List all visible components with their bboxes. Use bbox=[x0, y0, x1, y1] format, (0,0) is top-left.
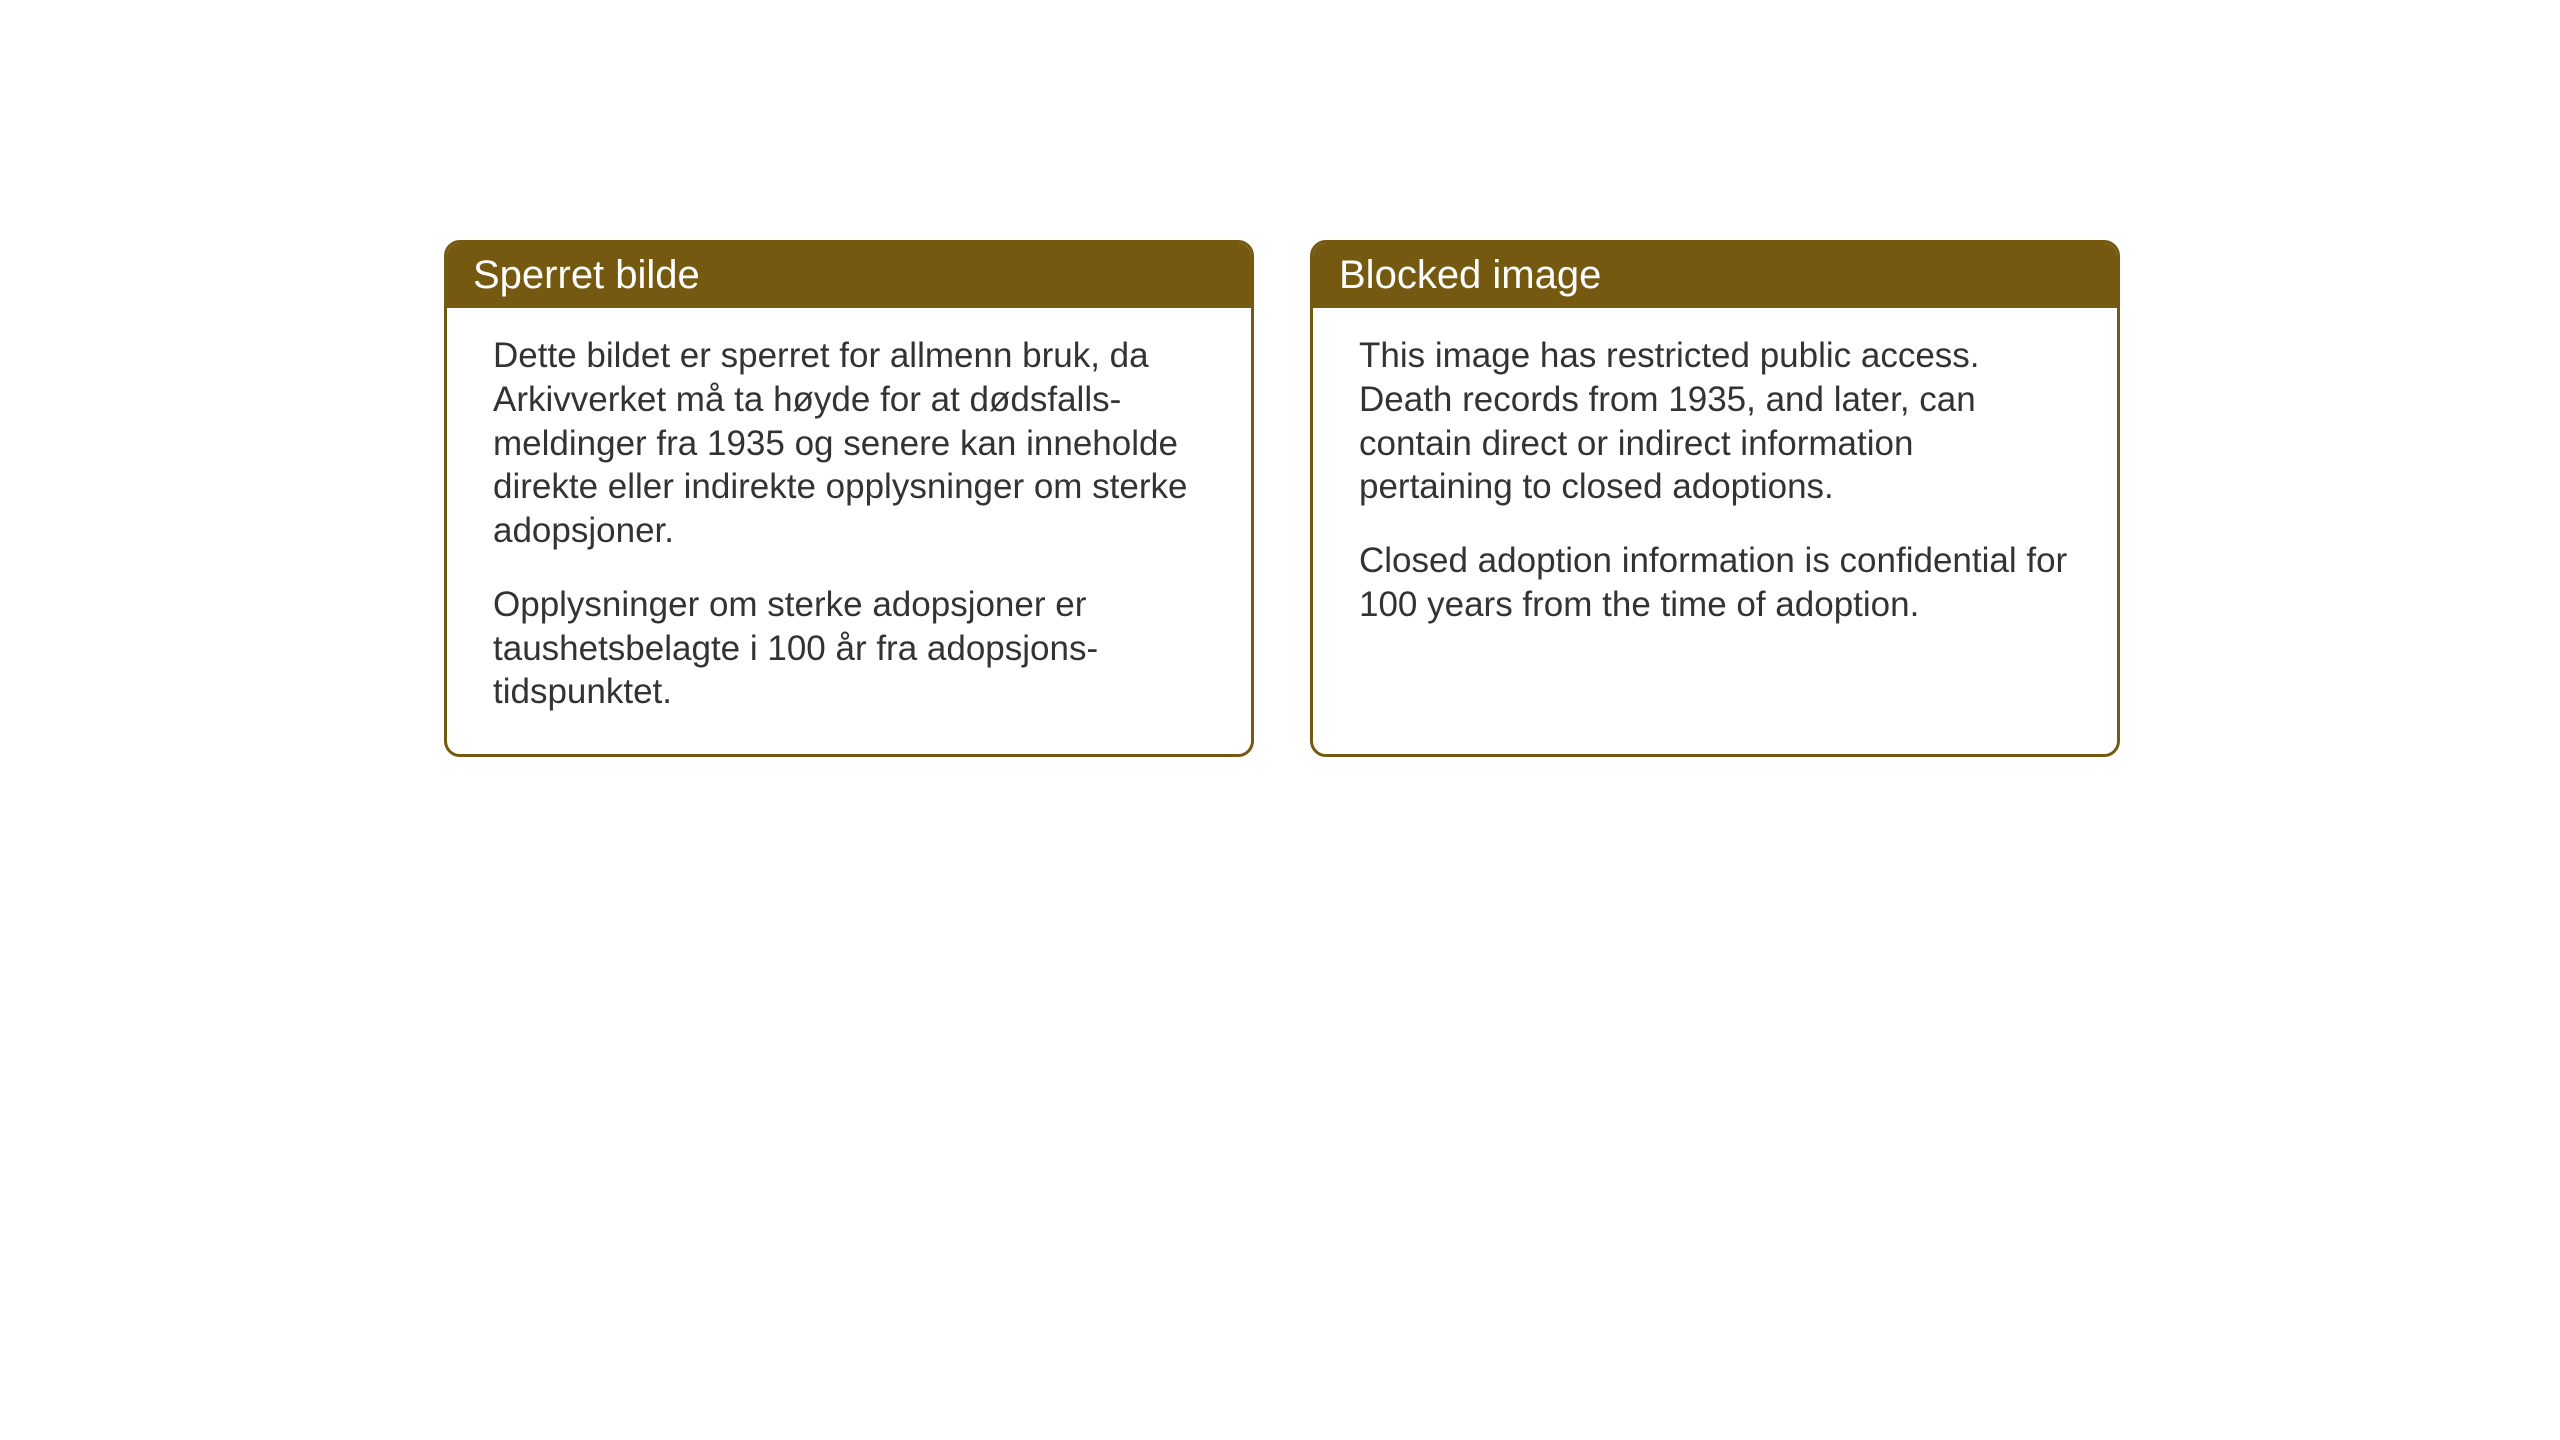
english-paragraph-1: This image has restricted public access.… bbox=[1359, 334, 2071, 509]
cards-container: Sperret bilde Dette bildet er sperret fo… bbox=[444, 240, 2120, 757]
norwegian-paragraph-1: Dette bildet er sperret for allmenn bruk… bbox=[493, 334, 1205, 553]
english-card: Blocked image This image has restricted … bbox=[1310, 240, 2120, 757]
english-card-body: This image has restricted public access.… bbox=[1313, 308, 2117, 667]
norwegian-card-title: Sperret bilde bbox=[447, 243, 1251, 308]
norwegian-card-body: Dette bildet er sperret for allmenn bruk… bbox=[447, 308, 1251, 754]
norwegian-card: Sperret bilde Dette bildet er sperret fo… bbox=[444, 240, 1254, 757]
norwegian-paragraph-2: Opplysninger om sterke adopsjoner er tau… bbox=[493, 583, 1205, 714]
english-card-title: Blocked image bbox=[1313, 243, 2117, 308]
english-paragraph-2: Closed adoption information is confident… bbox=[1359, 539, 2071, 627]
